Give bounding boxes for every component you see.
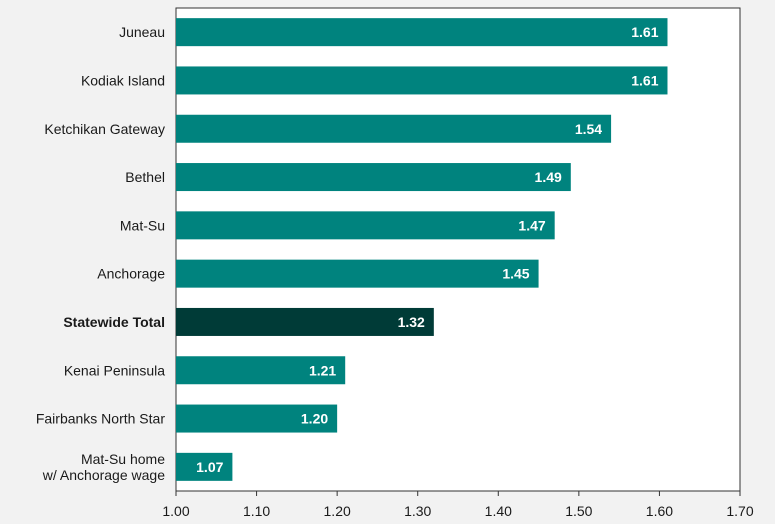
x-tick-label-7: 1.70 bbox=[726, 503, 753, 519]
value-label-6: 1.32 bbox=[398, 314, 425, 330]
category-label-line: w/ Anchorage wage bbox=[42, 467, 165, 483]
category-label-line: Mat-Su bbox=[120, 217, 165, 233]
bar-9 bbox=[176, 452, 233, 481]
value-label-3: 1.49 bbox=[535, 169, 562, 185]
value-label-9: 1.07 bbox=[196, 459, 223, 475]
x-tick-label-5: 1.50 bbox=[565, 503, 592, 519]
value-label-1: 1.61 bbox=[631, 72, 658, 88]
bar-5 bbox=[176, 259, 539, 288]
category-labels-group: Juneau Kodiak Island Ketchikan Gateway Beth… bbox=[36, 24, 165, 483]
value-label-8: 1.20 bbox=[301, 411, 328, 427]
bar-7 bbox=[176, 356, 346, 385]
bar-4 bbox=[176, 211, 555, 240]
bar-8 bbox=[176, 404, 338, 433]
category-label-4: Mat-Su bbox=[120, 217, 165, 233]
category-label-5: Anchorage bbox=[97, 266, 165, 282]
category-label-8: Fairbanks North Star bbox=[36, 411, 165, 427]
x-tick-label-1: 1.10 bbox=[243, 503, 270, 519]
category-label-7: Kenai Peninsula bbox=[64, 362, 165, 378]
category-label-0: Juneau bbox=[119, 24, 165, 40]
value-label-2: 1.54 bbox=[575, 121, 602, 137]
category-label-3: Bethel bbox=[125, 169, 165, 185]
category-label-line: Ketchikan Gateway bbox=[44, 121, 165, 137]
category-label-2: Ketchikan Gateway bbox=[44, 121, 165, 137]
x-axis-ticks-group: 1.00 1.10 1.20 1.30 1.40 1.50 1.60 1.70 bbox=[162, 491, 754, 519]
category-label-line: Anchorage bbox=[97, 266, 165, 282]
bar-6 bbox=[176, 307, 434, 336]
category-label-line: Mat-Su home bbox=[81, 451, 165, 467]
x-tick-label-6: 1.60 bbox=[646, 503, 673, 519]
x-tick-label-4: 1.40 bbox=[485, 503, 512, 519]
bar-3 bbox=[176, 163, 571, 192]
bars-group bbox=[176, 18, 668, 481]
value-label-5: 1.45 bbox=[502, 266, 529, 282]
category-label-line: Kodiak Island bbox=[81, 72, 165, 88]
category-label-line: Kenai Peninsula bbox=[64, 362, 165, 378]
value-label-7: 1.21 bbox=[309, 362, 336, 378]
category-label-9: Mat-Su home w/ Anchorage wage bbox=[42, 451, 165, 483]
bar-0 bbox=[176, 18, 668, 47]
value-label-4: 1.47 bbox=[518, 217, 545, 233]
value-labels-group: 1.61 1.61 1.54 1.49 1.47 1.45 1.32 1.21 1.20 1.07 bbox=[196, 24, 659, 475]
x-tick-label-2: 1.20 bbox=[324, 503, 351, 519]
category-label-line: Juneau bbox=[119, 24, 165, 40]
bar-2 bbox=[176, 114, 612, 143]
category-label-line: Fairbanks North Star bbox=[36, 411, 165, 427]
bar-1 bbox=[176, 66, 668, 95]
x-tick-label-0: 1.00 bbox=[162, 503, 189, 519]
x-tick-label-3: 1.30 bbox=[404, 503, 431, 519]
category-label-line: Statewide Total bbox=[63, 314, 165, 330]
category-label-line: Bethel bbox=[125, 169, 165, 185]
category-label-1: Kodiak Island bbox=[81, 72, 165, 88]
value-label-0: 1.61 bbox=[631, 24, 658, 40]
category-label-6: Statewide Total bbox=[63, 314, 165, 330]
